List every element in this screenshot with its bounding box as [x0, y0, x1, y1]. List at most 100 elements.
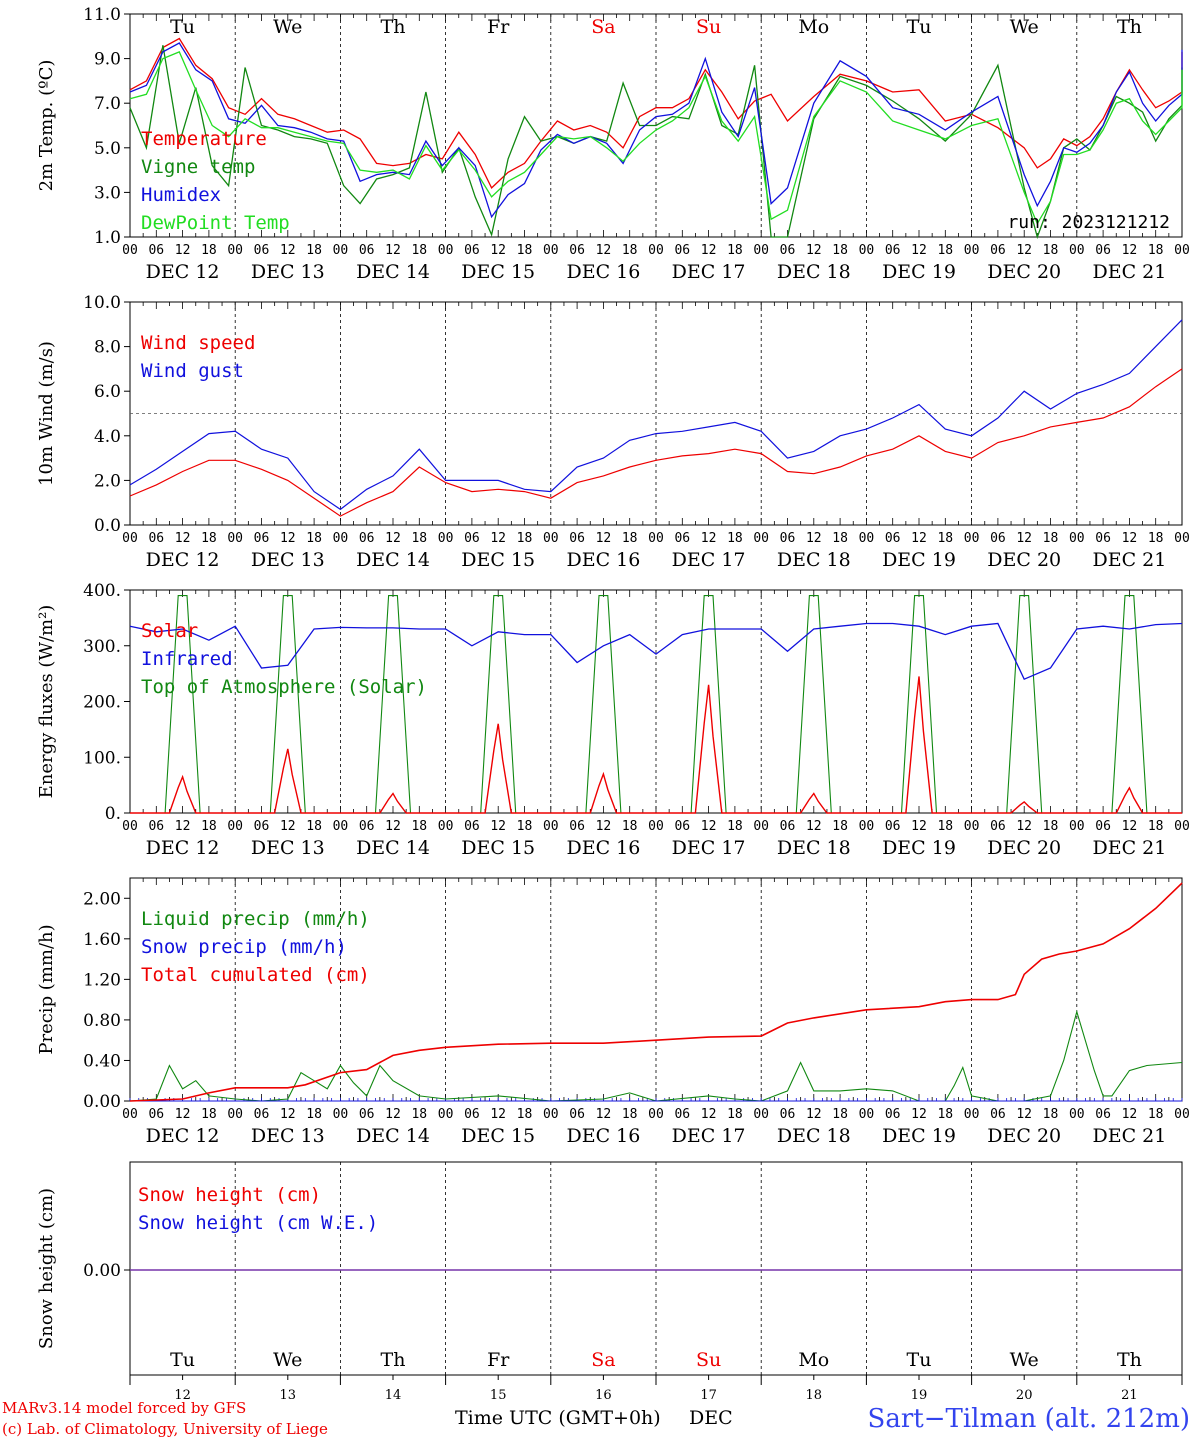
hour-tick-label: 12: [806, 819, 822, 834]
series-line-toa-solar-day-10: [1076, 595, 1182, 814]
day-number-label: 17: [700, 1388, 717, 1403]
hour-tick-label: 12: [596, 1107, 612, 1122]
hour-tick-label: 00: [227, 1107, 243, 1122]
weekday-label: Su: [696, 16, 721, 38]
hour-tick-label: 12: [385, 243, 401, 258]
legend-entry: Temperature: [141, 128, 267, 150]
hour-tick-label: 18: [517, 243, 533, 258]
legend-entry: Liquid precip (mm/h): [141, 908, 370, 930]
y-tick-label: 4.0: [94, 427, 121, 447]
hour-tick-label: 06: [569, 1107, 585, 1122]
legend-entry: Humidex: [141, 184, 221, 206]
weekday-label: Tu: [907, 16, 932, 38]
hour-tick-label: 18: [306, 243, 322, 258]
series-line-solar-day-9: [971, 800, 1077, 814]
date-label: DEC 15: [461, 261, 535, 283]
hour-tick-label: 18: [622, 531, 638, 546]
y-tick-label: 6.0: [94, 382, 121, 402]
hour-tick-label: 06: [674, 1107, 690, 1122]
y-tick-label: 0.80: [83, 1011, 121, 1031]
y-tick-label: 5.0: [94, 139, 121, 159]
weekday-label: Fr: [487, 16, 510, 38]
hour-tick-label: 00: [648, 531, 664, 546]
date-label: DEC 17: [672, 837, 746, 859]
weekday-label: Th: [381, 16, 406, 38]
series-line-infrared: [129, 622, 1183, 681]
hour-tick-label: 06: [254, 1107, 270, 1122]
hour-tick-label: 06: [464, 243, 480, 258]
hour-tick-label: 06: [359, 1107, 375, 1122]
hour-tick-label: 06: [464, 819, 480, 834]
hour-tick-label: 06: [254, 243, 270, 258]
day-number-label: 16: [595, 1388, 612, 1403]
hour-tick-label: 00: [1069, 243, 1085, 258]
hour-tick-label: 12: [1016, 819, 1032, 834]
date-label: DEC 15: [461, 1125, 535, 1147]
hour-tick-label: 00: [333, 243, 349, 258]
series-line-solar-day-7: [761, 792, 867, 814]
hour-tick-label: 18: [517, 819, 533, 834]
series-line-solar-day-8: [866, 676, 972, 814]
date-label: DEC 16: [566, 549, 640, 571]
y-tick-label: 1.60: [83, 930, 121, 950]
date-label: DEC 13: [251, 549, 325, 571]
y-tick-label: 1.0: [94, 228, 121, 248]
hour-tick-label: 06: [569, 243, 585, 258]
date-label: DEC 21: [1092, 261, 1166, 283]
date-label: DEC 16: [566, 1125, 640, 1147]
hour-tick-label: 18: [937, 531, 953, 546]
weekday-label: Sa: [591, 1349, 615, 1371]
hour-tick-label: 12: [490, 243, 506, 258]
hour-tick-label: 06: [1095, 1107, 1111, 1122]
hour-tick-label: 12: [280, 819, 296, 834]
hour-tick-label: 06: [148, 531, 164, 546]
hour-tick-label: 18: [832, 531, 848, 546]
y-tick-label: 200.: [83, 693, 121, 713]
series-line-solar-day-10: [1076, 786, 1182, 814]
hour-tick-label: 06: [990, 1107, 1006, 1122]
series-line-humidex: [129, 42, 1183, 219]
hour-tick-label: 12: [490, 531, 506, 546]
hour-tick-label: 12: [1122, 819, 1138, 834]
hour-tick-label: 00: [648, 819, 664, 834]
weekday-label: Tu: [170, 16, 195, 38]
y-tick-label: 3.0: [94, 183, 121, 203]
hour-tick-label: 18: [306, 819, 322, 834]
series-line-toa-solar-day-8: [866, 595, 972, 814]
weekday-label: We: [273, 16, 302, 38]
day-number-label: 21: [1121, 1388, 1138, 1403]
date-label: DEC 21: [1092, 837, 1166, 859]
y-tick-label: 2.0: [94, 471, 121, 491]
hour-tick-label: 12: [806, 1107, 822, 1122]
date-label: DEC 15: [461, 837, 535, 859]
y-tick-label: 2.00: [83, 889, 121, 909]
hour-tick-label: 18: [622, 1107, 638, 1122]
hour-tick-label: 18: [832, 243, 848, 258]
hour-tick-label: 06: [780, 1107, 796, 1122]
y-tick-label: 100.: [83, 748, 121, 768]
day-number-label: 15: [490, 1388, 507, 1403]
series-line-solar-day-2: [235, 748, 341, 814]
hour-tick-label: 06: [780, 819, 796, 834]
legend-entry: Infrared: [141, 648, 233, 670]
y-axis-label: 10m Wind (m/s): [36, 341, 57, 486]
hour-tick-label: 06: [885, 819, 901, 834]
hour-tick-label: 18: [306, 531, 322, 546]
y-axis-label: Snow height (cm): [36, 1188, 57, 1349]
hour-tick-label: 00: [859, 243, 875, 258]
panel-3: Energy fluxes (W/m²) 0. 100. 200. 300. 400. So…: [36, 581, 1190, 859]
date-label: DEC 20: [987, 1125, 1061, 1147]
hour-tick-label: 18: [727, 243, 743, 258]
hour-tick-label: 18: [1148, 1107, 1164, 1122]
hour-tick-label: 18: [201, 243, 217, 258]
y-tick-label: 0.00: [83, 1261, 121, 1281]
hour-tick-label: 06: [148, 243, 164, 258]
panel-4: Precip (mm/h) 0.00 0.40 0.80 1.20 1.60 2.00 Liq…: [36, 877, 1190, 1147]
hour-tick-label: 12: [175, 243, 191, 258]
hour-tick-label: 06: [674, 243, 690, 258]
series-line-wind-speed: [129, 368, 1183, 517]
weekday-label: We: [1010, 1349, 1039, 1371]
date-label: DEC 16: [566, 837, 640, 859]
date-label: DEC 15: [461, 549, 535, 571]
